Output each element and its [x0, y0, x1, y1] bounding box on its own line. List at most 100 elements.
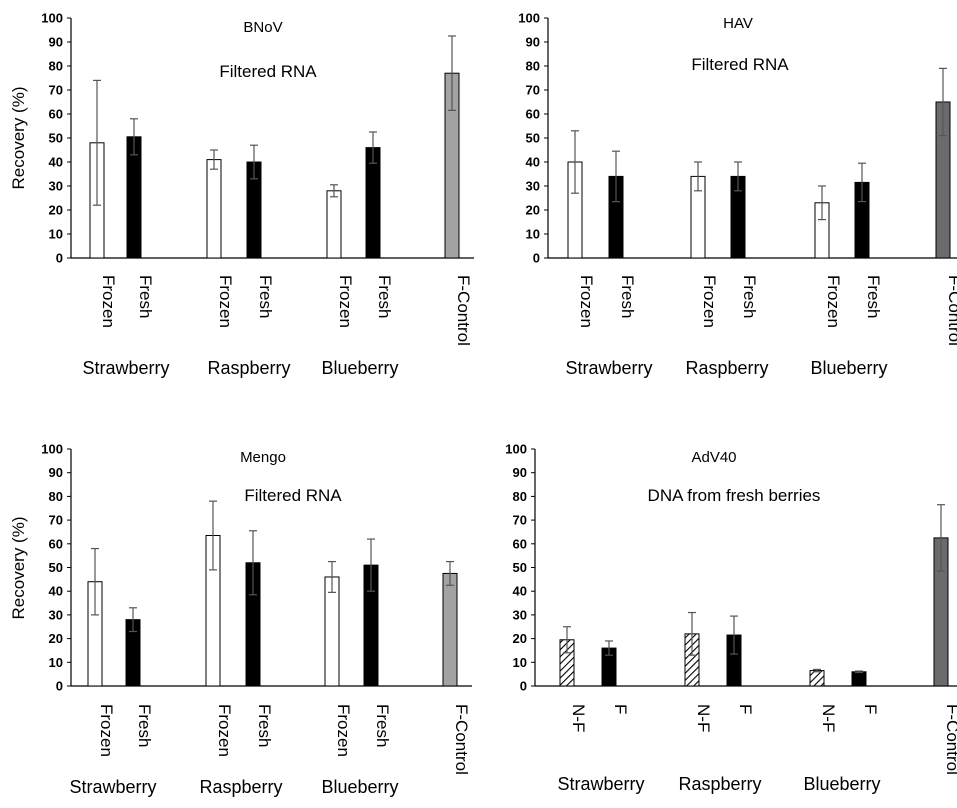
y-tick-label: 90	[513, 465, 527, 480]
y-axis-label: Recovery (%)	[9, 87, 28, 190]
y-tick-label: 100	[41, 442, 63, 457]
category-label: F-Control	[943, 704, 957, 775]
y-tick-label: 30	[49, 607, 63, 622]
y-tick-label: 60	[49, 107, 63, 122]
group-label: Blueberry	[321, 777, 398, 797]
group-label: Raspberry	[685, 358, 768, 378]
chart-title: HAV	[723, 15, 753, 32]
y-tick-label: 60	[513, 536, 527, 551]
y-tick-label: 50	[513, 560, 527, 575]
chart-panel-4: 0 10 20 30 40 50 60 70 80 90 100 N-F F N-F F N-F F F-Cont…	[505, 442, 957, 794]
y-tick-label: 20	[49, 631, 63, 646]
category-label: Fresh	[375, 275, 394, 318]
chart-title: BNoV	[243, 19, 282, 36]
y-axis-label: Recovery (%)	[9, 517, 28, 620]
category-label: Fresh	[256, 275, 275, 318]
chart-subtitle: Filtered RNA	[691, 55, 789, 74]
y-tick-label: 10	[49, 655, 63, 670]
category-label: F-Control	[945, 275, 957, 346]
group-label: Strawberry	[82, 358, 169, 378]
y-tick-label: 70	[526, 83, 540, 98]
category-label: Frozen	[577, 275, 596, 328]
group-label: Blueberry	[803, 774, 880, 794]
category-label: Fresh	[136, 275, 155, 318]
category-label: N-F	[569, 704, 588, 732]
y-tick-label: 30	[513, 607, 527, 622]
y-tick-label: 40	[49, 155, 63, 170]
category-label: Frozen	[99, 275, 118, 328]
y-tick-label: 0	[56, 251, 63, 266]
bar	[851, 671, 867, 687]
group-label: Blueberry	[321, 358, 398, 378]
y-tick-label: 20	[513, 631, 527, 646]
y-tick-label: 80	[49, 489, 63, 504]
category-label: Fresh	[373, 704, 392, 747]
group-label: Raspberry	[678, 774, 761, 794]
y-tick-label: 70	[49, 513, 63, 528]
category-label: Frozen	[824, 275, 843, 328]
chart-panel-2: 0 10 20 30 40 50 60 70 80 90 100 Frozen Fresh Frozen F…	[518, 11, 957, 378]
category-label: Frozen	[700, 275, 719, 328]
bar	[809, 670, 825, 687]
category-label: F	[736, 704, 755, 714]
bar	[206, 159, 222, 259]
y-tick-label: 0	[533, 251, 540, 266]
y-tick-label: 30	[49, 179, 63, 194]
y-tick-label: 50	[49, 131, 63, 146]
bar	[442, 572, 458, 687]
y-tick-label: 10	[49, 227, 63, 242]
group-label: Raspberry	[199, 777, 282, 797]
y-tick-label: 20	[526, 203, 540, 218]
group-label: Blueberry	[810, 358, 887, 378]
y-tick-label: 80	[513, 489, 527, 504]
y-tick-label: 70	[49, 83, 63, 98]
chart-subtitle: Filtered RNA	[244, 486, 342, 505]
y-tick-label: 50	[526, 131, 540, 146]
y-tick-label: 20	[49, 203, 63, 218]
bar	[365, 147, 381, 259]
bar	[324, 576, 340, 687]
category-label: F-Control	[452, 704, 471, 775]
chart-subtitle: DNA from fresh berries	[648, 486, 821, 505]
y-tick-label: 40	[49, 584, 63, 599]
y-tick-label: 90	[49, 465, 63, 480]
chart-subtitle: Filtered RNA	[219, 62, 317, 81]
bar	[326, 190, 342, 259]
y-tick-label: 30	[526, 179, 540, 194]
y-tick-label: 60	[526, 107, 540, 122]
y-tick-label: 100	[41, 11, 63, 26]
y-tick-label: 10	[513, 655, 527, 670]
category-label: Fresh	[740, 275, 759, 318]
chart-title: AdV40	[691, 449, 736, 466]
category-label: Frozen	[334, 704, 353, 757]
chart-panel-3: 0 10 20 30 40 50 60 70 80 90 100 Frozen Fresh Frozen F…	[9, 442, 472, 797]
category-label: Frozen	[215, 704, 234, 757]
y-tick-label: 70	[513, 513, 527, 528]
category-label: Fresh	[135, 704, 154, 747]
category-label: Fresh	[255, 704, 274, 747]
y-tick-label: 60	[49, 536, 63, 551]
category-label: Fresh	[618, 275, 637, 318]
chart-title: Mengo	[240, 449, 286, 466]
y-tick-label: 80	[49, 59, 63, 74]
y-tick-label: 50	[49, 560, 63, 575]
y-tick-label: 100	[505, 442, 527, 457]
y-tick-label: 80	[526, 59, 540, 74]
group-label: Strawberry	[69, 777, 156, 797]
category-label: Fresh	[864, 275, 883, 318]
group-label: Raspberry	[207, 358, 290, 378]
chart-panel-1: 0 10 20 30 40 50 60 70 80 90 100 Frozen Fresh Frozen F…	[9, 11, 474, 378]
category-label: N-F	[819, 704, 838, 732]
category-label: N-F	[694, 704, 713, 732]
category-label: Frozen	[336, 275, 355, 328]
y-tick-label: 90	[49, 35, 63, 50]
category-label: F	[611, 704, 630, 714]
y-tick-label: 0	[520, 679, 527, 694]
category-label: Frozen	[97, 704, 116, 757]
group-label: Strawberry	[557, 774, 644, 794]
category-label: F-Control	[454, 275, 473, 346]
y-tick-label: 40	[526, 155, 540, 170]
y-tick-label: 40	[513, 584, 527, 599]
y-tick-label: 0	[56, 679, 63, 694]
